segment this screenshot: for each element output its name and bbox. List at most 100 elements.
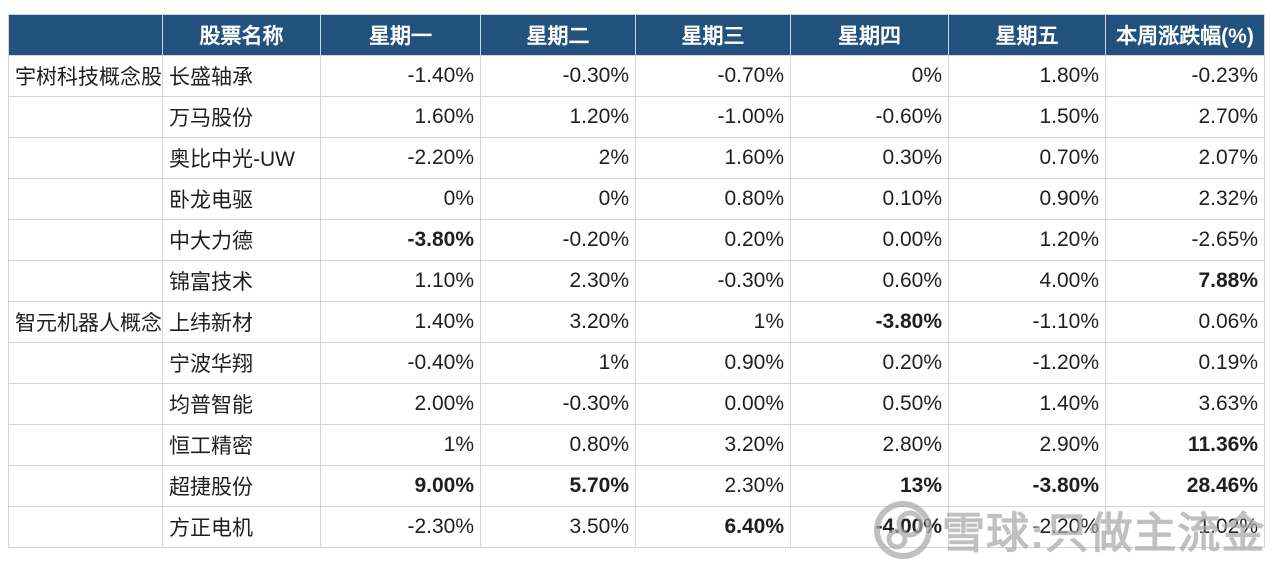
value-cell: 1.20%	[948, 219, 1106, 261]
table-row: 锦富技术 1.10% 2.30% -0.30% 0.60% 4.00% 7.88%	[8, 260, 1265, 302]
value-cell: 1%	[320, 424, 481, 466]
value-cell: 3.20%	[480, 301, 636, 343]
value-cell: 0.30%	[790, 137, 949, 179]
value-cell: 1%	[635, 301, 791, 343]
group-label-cell	[8, 219, 163, 261]
value-cell: 3.63%	[1105, 383, 1265, 425]
table-row: 智元机器人概念股上纬新材1.40%3.20%1%-3.80%-1.10%0.06…	[8, 301, 1265, 343]
group-label-cell: 宇树科技概念股	[8, 55, 163, 97]
value-cell: -0.30%	[480, 383, 636, 425]
value-cell: 0.06%	[1105, 301, 1265, 343]
value-cell: 1.60%	[320, 96, 481, 138]
value-cell: 2.30%	[635, 465, 791, 507]
value-cell: 0%	[790, 55, 949, 97]
value-cell: 1.20%	[480, 96, 636, 138]
value-cell: 0.00%	[635, 383, 791, 425]
value-cell: 1.40%	[948, 383, 1106, 425]
value-cell: 1.80%	[948, 55, 1106, 97]
value-cell: 0.80%	[480, 424, 636, 466]
value-cell: 0.00%	[790, 219, 949, 261]
value-cell: 0.20%	[790, 342, 949, 384]
value-cell: -2.65%	[1105, 219, 1265, 261]
value-cell: 0.90%	[948, 178, 1106, 220]
value-cell: 0.20%	[635, 219, 791, 261]
table-row: 卧龙电驱 0% 0% 0.80% 0.10% 0.90% 2.32%	[8, 178, 1265, 220]
stock-name-cell: 上纬新材	[162, 301, 321, 343]
value-cell: -1.40%	[320, 55, 481, 97]
value-cell: -0.20%	[480, 219, 636, 261]
table-row: 万马股份 1.60% 1.20% -1.00% -0.60% 1.50% 2.70%	[8, 96, 1265, 138]
value-cell: 2.90%	[948, 424, 1106, 466]
value-cell: -3.80%	[320, 219, 481, 261]
group-label-cell: 智元机器人概念股	[8, 301, 163, 343]
value-cell: 0.19%	[1105, 342, 1265, 384]
stock-name-cell: 奥比中光-UW	[162, 137, 321, 179]
value-cell: -1.20%	[948, 342, 1106, 384]
value-cell: 1.50%	[948, 96, 1106, 138]
value-cell: 3.20%	[635, 424, 791, 466]
value-cell: 28.46%	[1105, 465, 1265, 507]
value-cell: 0.90%	[635, 342, 791, 384]
table-row: 中大力德 -3.80% -0.20% 0.20% 0.00% 1.20% -2.65%	[8, 219, 1265, 261]
value-cell: 0.60%	[790, 260, 949, 302]
column-header: 星期二	[480, 14, 636, 56]
stock-name-cell: 长盛轴承	[162, 55, 321, 97]
stock-name-cell: 卧龙电驱	[162, 178, 321, 220]
value-cell: -0.23%	[1105, 55, 1265, 97]
value-cell: -3.80%	[948, 465, 1106, 507]
value-cell: -2.30%	[320, 506, 481, 548]
value-cell: 0%	[320, 178, 481, 220]
value-cell: 1.40%	[320, 301, 481, 343]
value-cell: -1.00%	[635, 96, 791, 138]
value-cell: -0.30%	[635, 260, 791, 302]
value-cell: 9.00%	[320, 465, 481, 507]
stock-name-cell: 恒工精密	[162, 424, 321, 466]
value-cell: 1.10%	[320, 260, 481, 302]
table-row: 奥比中光-UW -2.20% 2% 1.60% 0.30% 0.70% 2.07%	[8, 137, 1265, 179]
corner-header-cell	[8, 14, 163, 56]
group-label-cell	[8, 137, 163, 179]
table-row: 均普智能 2.00% -0.30% 0.00% 0.50% 1.40% 3.63%	[8, 383, 1265, 425]
value-cell: 0.50%	[790, 383, 949, 425]
value-cell: -3.80%	[790, 301, 949, 343]
stock-name-cell: 中大力德	[162, 219, 321, 261]
value-cell: 4.00%	[948, 260, 1106, 302]
value-cell: 1%	[480, 342, 636, 384]
value-cell: 11.36%	[1105, 424, 1265, 466]
value-cell: 7.88%	[1105, 260, 1265, 302]
group-label-cell	[8, 260, 163, 302]
stock-name-cell: 均普智能	[162, 383, 321, 425]
stock-name-cell: 锦富技术	[162, 260, 321, 302]
column-header: 本周涨跌幅(%)	[1105, 14, 1265, 56]
value-cell: 13%	[790, 465, 949, 507]
group-label-cell	[8, 506, 163, 548]
value-cell: 2%	[480, 137, 636, 179]
value-cell: -0.30%	[480, 55, 636, 97]
table-row: 超捷股份 9.00% 5.70% 2.30% 13% -3.80% 28.46%	[8, 465, 1265, 507]
group-label-cell	[8, 424, 163, 466]
value-cell: 2.30%	[480, 260, 636, 302]
stock-name-cell: 万马股份	[162, 96, 321, 138]
stock-name-cell: 方正电机	[162, 506, 321, 548]
table-body: 宇树科技概念股 长盛轴承 -1.40% -0.30% -0.70% 0% 1.80% -0.2…	[8, 55, 1265, 548]
value-cell: -1.10%	[948, 301, 1106, 343]
value-cell: 2.70%	[1105, 96, 1265, 138]
group-label-cell	[8, 465, 163, 507]
table-row: 宁波华翔 -0.40% 1% 0.90% 0.20% -1.20% 0.19%	[8, 342, 1265, 384]
table-header-row: 股票名称 星期一 星期二 星期三 星期四 星期五 本周涨跌幅(%)	[8, 14, 1265, 56]
value-cell: 2.00%	[320, 383, 481, 425]
table-row: 方正电机 -2.30% 3.50% 6.40% -4.00% -2.20% 1.02%	[8, 506, 1265, 548]
value-cell: 2.07%	[1105, 137, 1265, 179]
group-label-cell	[8, 383, 163, 425]
value-cell: 0.80%	[635, 178, 791, 220]
value-cell: 0.10%	[790, 178, 949, 220]
table-row: 宇树科技概念股 长盛轴承 -1.40% -0.30% -0.70% 0% 1.80% -0.2…	[8, 55, 1265, 97]
value-cell: -0.40%	[320, 342, 481, 384]
column-header: 股票名称	[162, 14, 321, 56]
value-cell: 2.32%	[1105, 178, 1265, 220]
value-cell: -0.60%	[790, 96, 949, 138]
column-header: 星期三	[635, 14, 791, 56]
group-label-cell	[8, 342, 163, 384]
table-row: 恒工精密 1% 0.80% 3.20% 2.80% 2.90% 11.36%	[8, 424, 1265, 466]
